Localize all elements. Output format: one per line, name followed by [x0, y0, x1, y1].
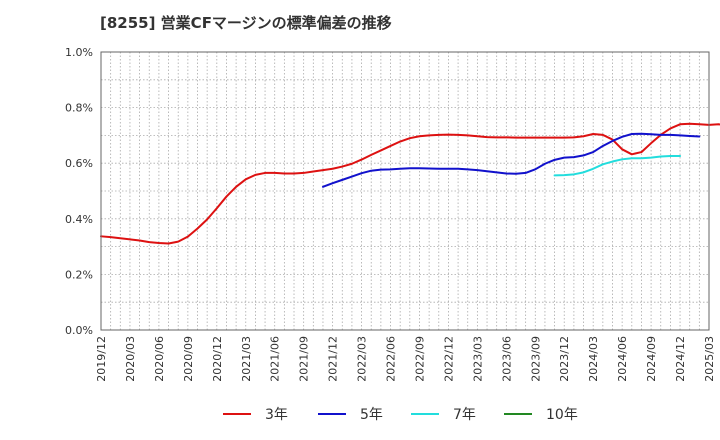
plot-frame: [100, 51, 710, 331]
x-tick-label: 2022/06: [385, 336, 398, 382]
series-layer: [100, 122, 720, 245]
x-tick-label: 2019/12: [95, 336, 108, 382]
y-tick-label: 0.0%: [65, 324, 93, 337]
y-tick-label: 0.8%: [65, 102, 93, 115]
grid-layer: [101, 52, 709, 330]
x-tick-label: 2023/09: [529, 336, 542, 382]
y-axis-ticks: 0.0% 0.2% 0.4% 0.6% 0.8% 1.0%: [65, 46, 93, 337]
x-tick-label: 2024/03: [587, 336, 600, 382]
x-tick-label: 2023/06: [500, 336, 513, 382]
legend: 3年 5年 7年 10年: [223, 407, 578, 423]
x-tick-label: 2023/12: [558, 336, 571, 382]
x-tick-label: 2020/09: [182, 336, 195, 382]
x-tick-label: 2021/09: [298, 336, 311, 382]
x-tick-label: 2022/09: [413, 336, 426, 382]
x-tick-label: 2023/03: [471, 336, 484, 382]
x-tick-label: 2020/03: [124, 336, 137, 382]
x-tick-label: 2025/03: [703, 336, 716, 382]
x-tick-label: 2024/06: [616, 336, 629, 382]
y-tick-label: 0.4%: [65, 213, 93, 226]
series-line-7年: [553, 154, 682, 177]
x-tick-label: 2024/09: [645, 336, 658, 382]
chart-title: [8255] 営業CFマージンの標準偏差の推移: [100, 14, 392, 32]
x-tick-label: 2021/06: [269, 336, 282, 382]
y-tick-label: 0.6%: [65, 157, 93, 170]
legend-label: 10年: [546, 407, 578, 423]
x-tick-label: 2020/12: [211, 336, 224, 382]
x-tick-label: 2021/12: [327, 336, 340, 382]
x-tick-label: 2022/12: [442, 336, 455, 382]
x-axis-ticks: 2019/12 2020/03 2020/06 2020/09 2020/12 2021/…: [95, 336, 716, 382]
legend-label: 7年: [453, 407, 476, 423]
legend-label: 5年: [360, 407, 383, 423]
x-tick-label: 2022/03: [356, 336, 369, 382]
x-tick-label: 2020/06: [153, 336, 166, 382]
series-line-5年: [321, 132, 701, 188]
series-line-3年: [100, 122, 720, 245]
y-tick-label: 1.0%: [65, 46, 93, 59]
legend-label: 3年: [265, 407, 288, 423]
x-tick-label: 2024/12: [674, 336, 687, 382]
y-tick-label: 0.2%: [65, 268, 93, 281]
x-tick-label: 2021/03: [240, 336, 253, 382]
